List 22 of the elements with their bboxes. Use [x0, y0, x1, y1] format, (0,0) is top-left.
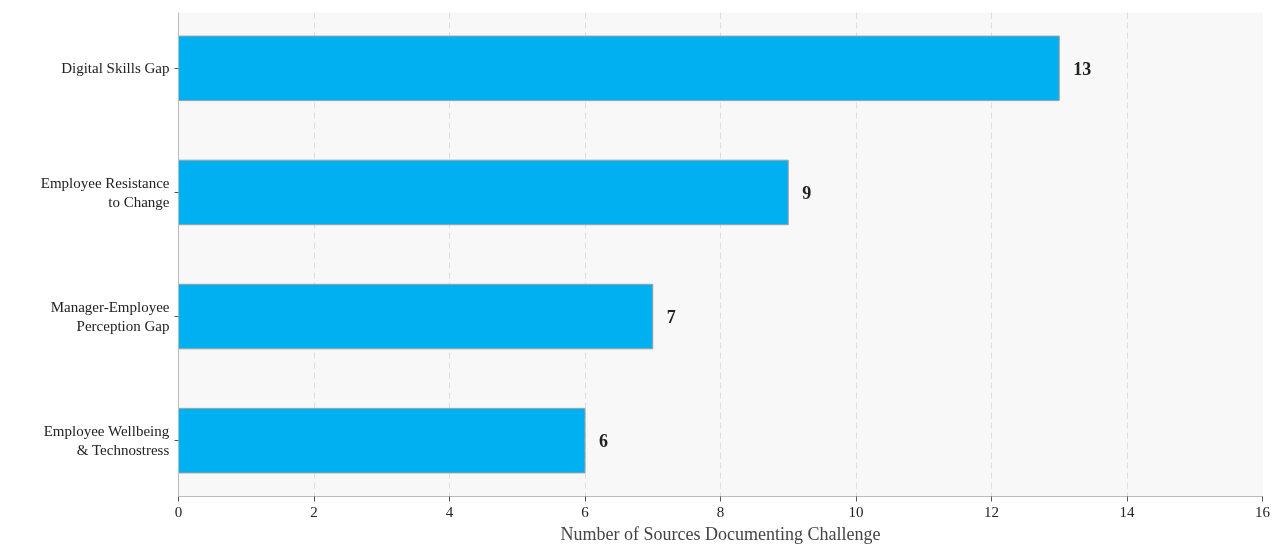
x-tick-label: 8	[716, 503, 725, 520]
x-tick-label: 6	[581, 503, 590, 520]
y-tick-label: Digital Skills Gap	[61, 60, 170, 77]
data-label: 13	[1073, 58, 1092, 79]
x-tick-label: 16	[1255, 503, 1271, 520]
x-tick-label: 0	[174, 503, 183, 520]
bar	[178, 407, 586, 474]
y-tick-label: Manager-Employee Perception Gap	[50, 298, 170, 335]
x-tick-label: 12	[984, 503, 999, 520]
y-tick-label: Employee Resistance to Change	[40, 174, 170, 211]
bar	[178, 35, 1060, 102]
bar	[178, 159, 789, 226]
x-tick-label: 2	[310, 503, 318, 520]
data-label: 7	[666, 307, 676, 328]
data-label: 9	[802, 182, 812, 203]
data-label: 6	[599, 431, 608, 452]
bar	[178, 283, 654, 350]
x-tick-label: 14	[1119, 503, 1135, 520]
x-tick-label: 10	[848, 503, 864, 520]
y-tick-label: Employee Wellbeing & Technostress	[43, 423, 170, 459]
x-axis-title: Number of Sources Documenting Challenge	[560, 523, 881, 544]
x-tick-label: 4	[445, 503, 454, 520]
